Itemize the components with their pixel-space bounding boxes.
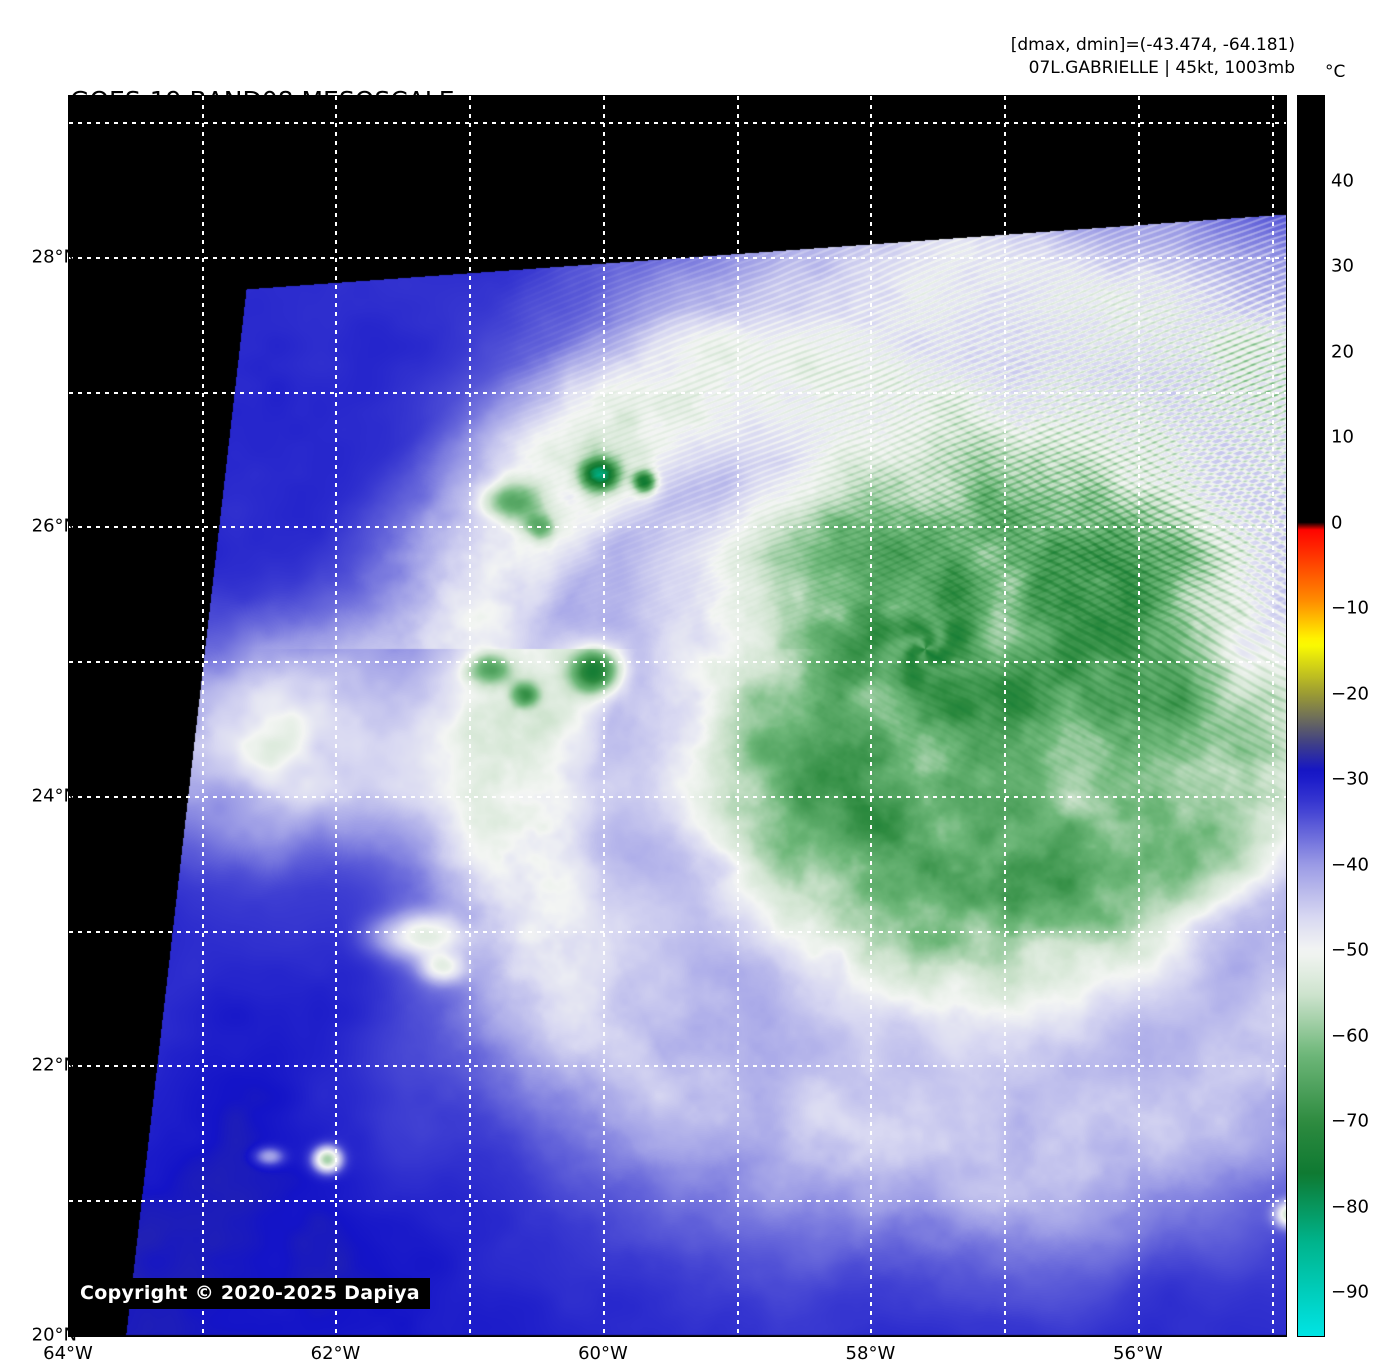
longitude-tick-label: 62°W [310, 1343, 361, 1364]
colorbar-tick-label: −60 [1331, 1025, 1369, 1047]
colorbar-tick-label: −80 [1331, 1196, 1369, 1218]
colorbar-tick-label: 30 [1331, 255, 1354, 277]
colorbar-tick-label: −40 [1331, 854, 1369, 876]
longitude-tick-label: 64°W [43, 1343, 93, 1364]
metadata-block: [dmax, dmin]=(-43.474, -64.181) 07L.GABR… [1011, 34, 1295, 80]
colorbar-tick-label: 40 [1331, 170, 1354, 192]
longitude-tick-label: 60°W [578, 1343, 628, 1364]
colorbar-tick-label: −90 [1331, 1281, 1369, 1303]
latitude-tick-label: 24°N [31, 785, 77, 807]
latitude-tick-label: 26°N [31, 515, 77, 537]
colorbar-unit-label: °C [1325, 62, 1346, 82]
longitude-tick-label: 58°W [845, 1343, 896, 1364]
colorbar-tick-label: 0 [1331, 512, 1343, 534]
colorbar-tick-label: −50 [1331, 939, 1369, 961]
satellite-imagery-canvas [69, 96, 1286, 1336]
latitude-tick-label: 28°N [31, 246, 77, 268]
colorbar-tick-label: −70 [1331, 1110, 1369, 1132]
copyright-watermark: Copyright © 2020-2025 Dapiya [70, 1278, 430, 1309]
latitude-tick-label: 20°N [31, 1324, 77, 1346]
colorbar-tick-label: −30 [1331, 768, 1369, 790]
satellite-image-plot [68, 95, 1287, 1337]
colorbar-tick-label: −20 [1331, 683, 1369, 705]
colorbar-tick-label: −10 [1331, 597, 1369, 619]
longitude-tick-label: 56°W [1113, 1343, 1163, 1364]
temperature-colorbar [1297, 95, 1325, 1337]
dmax-dmin-readout: [dmax, dmin]=(-43.474, -64.181) [1010, 35, 1295, 55]
latitude-tick-label: 22°N [31, 1054, 77, 1076]
storm-identity-readout: 07L.GABRIELLE | 45kt, 1003mb [1028, 58, 1295, 78]
colorbar-tick-label: 20 [1331, 341, 1354, 363]
colorbar-tick-label: 10 [1331, 426, 1354, 448]
colorbar-gradient [1298, 96, 1324, 1336]
